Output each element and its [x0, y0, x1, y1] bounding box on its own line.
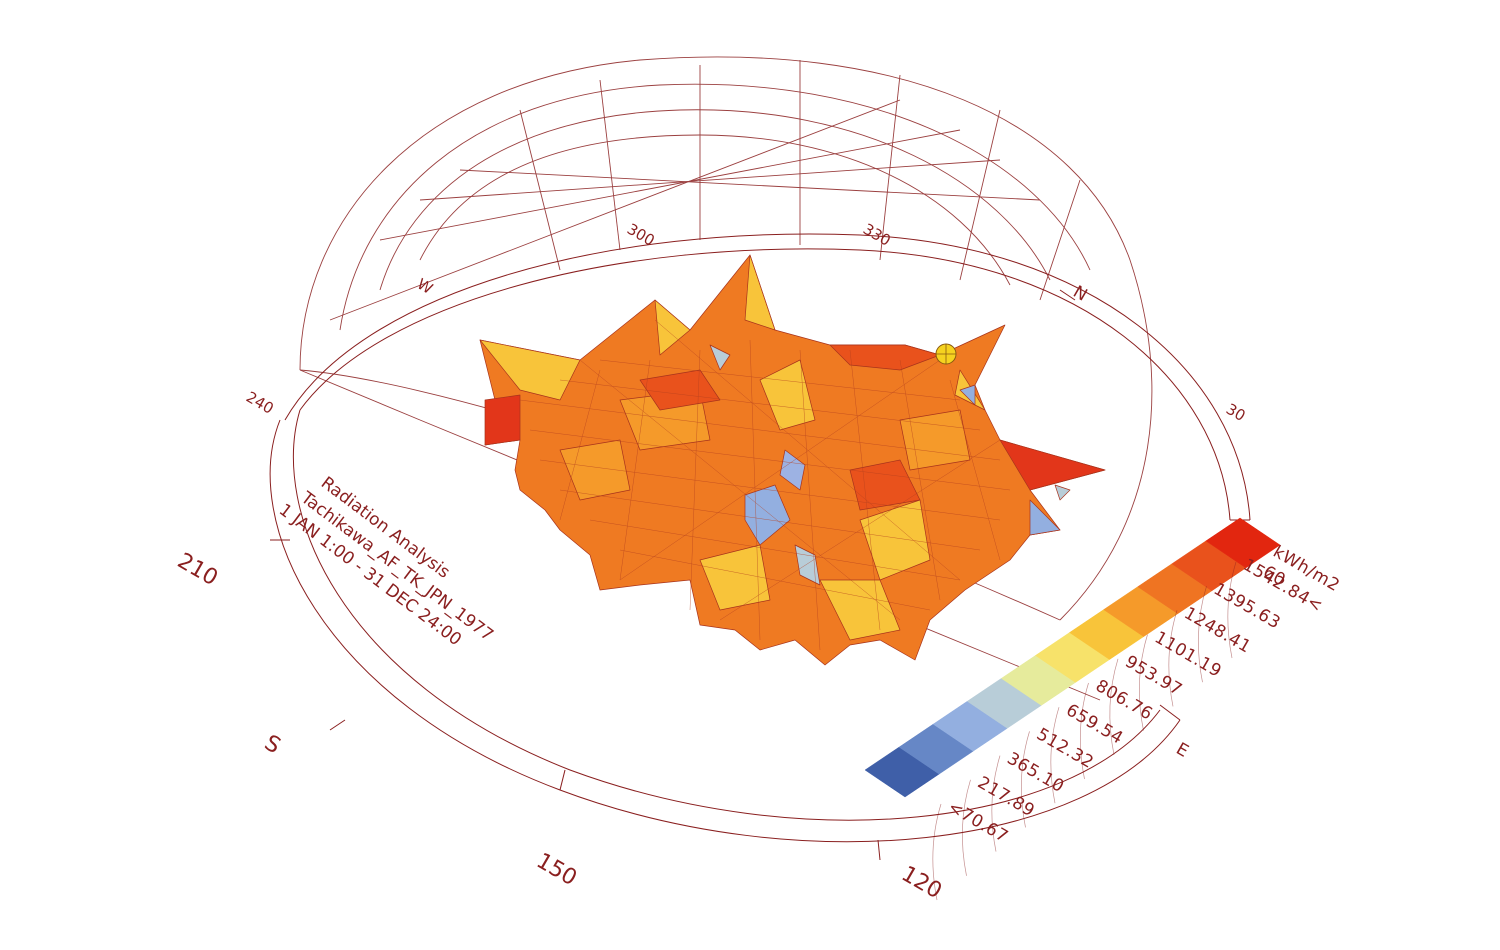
surface-mesh	[519, 319, 1011, 651]
angle-150: 150	[532, 849, 581, 892]
legend-leader-line	[1109, 658, 1119, 755]
legend-leader-line	[1227, 561, 1237, 659]
east-label: E	[1173, 739, 1192, 762]
angle-210: 210	[173, 549, 222, 592]
analysis-location: Tachikawa_AF_TK_JPN_1977	[296, 487, 497, 645]
legend-leader-line	[1050, 707, 1060, 804]
legend-leader-line	[1168, 610, 1178, 707]
legend-leader-line	[1079, 682, 1089, 780]
legend-leader-line	[932, 803, 942, 901]
sun-marker-icon	[935, 343, 957, 365]
legend-color-bar	[864, 517, 1281, 798]
angle-240: 240	[243, 388, 277, 418]
south-label: S	[260, 731, 285, 760]
radiation-surface	[479, 254, 1106, 666]
legend-leader-line	[1138, 634, 1148, 731]
legend-leader-line	[961, 779, 971, 876]
angle-330: 330	[860, 220, 894, 250]
legend-leader-line	[1020, 731, 1030, 828]
angle-30: 30	[1223, 400, 1249, 425]
west-label: W	[414, 275, 436, 298]
legend-leader-line	[1197, 586, 1207, 683]
compass-ellipses	[269, 233, 1251, 861]
legend-leader-line	[991, 755, 1001, 852]
legend-cell	[1205, 517, 1281, 569]
angle-120: 120	[897, 862, 946, 905]
